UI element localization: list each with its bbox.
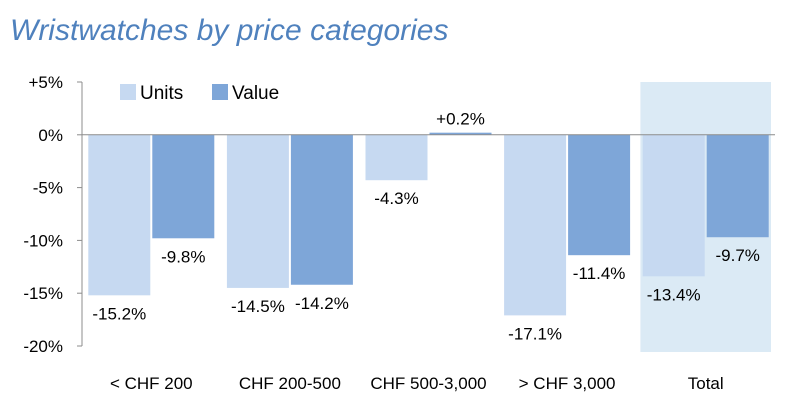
legend-swatch-value <box>212 84 228 100</box>
x-tick-label-chf-200-500: CHF 200-500 <box>239 374 341 393</box>
bar-units-chf-3-000 <box>504 134 567 316</box>
legend-label-units: Units <box>140 83 183 104</box>
bar-value-chf-200 <box>152 134 215 239</box>
data-label-value-total: -9.7% <box>715 246 759 265</box>
bar-value-total <box>706 134 769 238</box>
data-label-units-chf-500-3-000: -4.3% <box>374 189 418 208</box>
y-tick-label: +5% <box>29 73 64 92</box>
bar-units-total <box>642 134 705 277</box>
bar-units-chf-200-500 <box>226 134 289 288</box>
y-tick-label: -10% <box>23 231 63 250</box>
y-tick-label: -15% <box>23 284 63 303</box>
x-tick-label-chf-500-3-000: CHF 500-3,000 <box>370 374 486 393</box>
y-tick-label: -5% <box>33 179 63 198</box>
bar-value-chf-200-500 <box>290 134 353 285</box>
bar-units-chf-200 <box>88 134 151 296</box>
y-tick-label: -20% <box>23 337 63 356</box>
bar-value-chf-3-000 <box>568 134 631 256</box>
chart-title: Wristwatches by price categories <box>10 14 449 47</box>
data-label-value-chf-500-3-000: +0.2% <box>436 110 485 129</box>
legend-label-value: Value <box>232 83 279 104</box>
y-tick-label: 0% <box>38 126 63 145</box>
data-label-units-chf-200-500: -14.5% <box>231 297 285 316</box>
legend-swatch-units <box>120 84 136 100</box>
data-label-units-chf-3-000: -17.1% <box>508 324 562 343</box>
x-tick-label-chf-3-000: > CHF 3,000 <box>519 374 616 393</box>
data-label-value-chf-200-500: -14.2% <box>295 294 349 313</box>
data-label-value-chf-200: -9.8% <box>161 247 205 266</box>
data-label-units-chf-200: -15.2% <box>92 304 146 323</box>
x-tick-label-total: Total <box>688 374 724 393</box>
x-tick-label-chf-200: < CHF 200 <box>110 374 193 393</box>
data-label-value-chf-3-000: -11.4% <box>573 264 626 283</box>
bar-value-chf-500-3-000 <box>429 132 492 135</box>
data-label-units-total: -13.4% <box>647 285 701 304</box>
bar-units-chf-500-3-000 <box>365 134 428 181</box>
